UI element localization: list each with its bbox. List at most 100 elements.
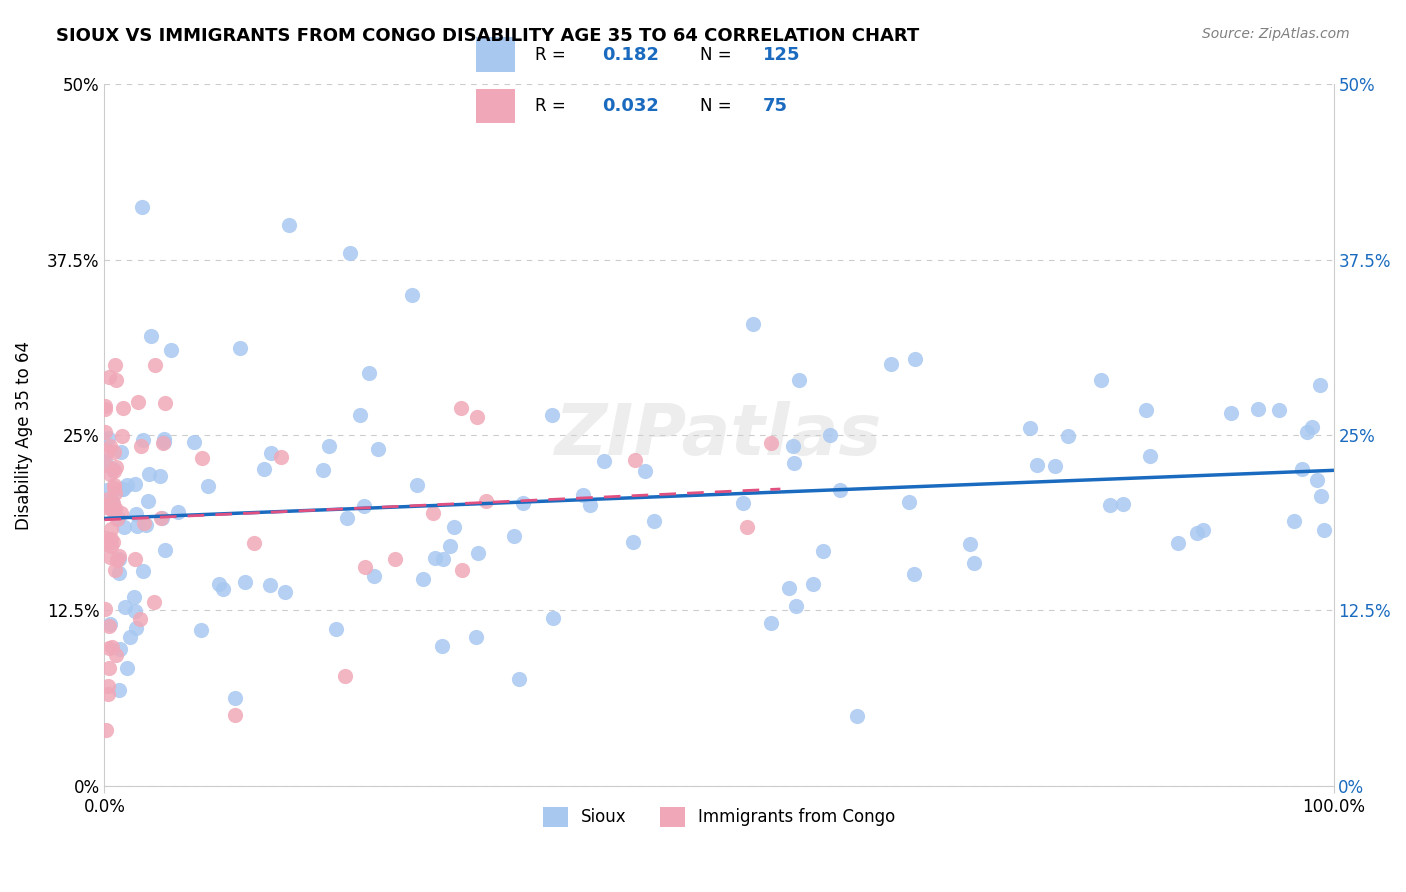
Point (592, 454, 614, 468)
Point (406, 478, 429, 492)
Point (108, 552, 131, 566)
Point (353, 499, 375, 513)
Point (759, 436, 782, 450)
Point (336, 511, 359, 525)
Point (1191, 524, 1213, 538)
Point (94, 723, 117, 737)
Point (152, 434, 174, 449)
Point (357, 366, 380, 380)
Point (97, 687, 120, 701)
Point (1135, 403, 1157, 417)
Point (129, 440, 152, 454)
Point (100, 540, 122, 554)
Point (97, 679, 120, 693)
Point (1057, 429, 1080, 443)
Point (253, 462, 276, 476)
Point (412, 572, 434, 586)
Point (384, 551, 406, 566)
Point (735, 520, 758, 534)
Point (143, 358, 166, 372)
Point (830, 483, 852, 498)
Point (98, 439, 121, 453)
Point (242, 536, 264, 550)
Point (349, 408, 371, 422)
Point (134, 516, 156, 531)
Point (111, 429, 134, 443)
Point (1019, 421, 1042, 435)
Point (98, 661, 121, 675)
Point (101, 500, 124, 515)
Point (142, 595, 165, 609)
Point (339, 245, 361, 260)
Point (132, 433, 155, 447)
Point (105, 460, 128, 475)
Point (789, 373, 811, 387)
Point (224, 690, 246, 705)
Point (208, 576, 231, 591)
Point (118, 630, 141, 644)
Point (107, 511, 129, 525)
Point (94, 602, 117, 616)
Point (621, 534, 644, 549)
Point (503, 529, 526, 543)
Point (572, 488, 595, 502)
Text: ZIPatlas: ZIPatlas (555, 401, 883, 469)
Y-axis label: Disability Age 35 to 64: Disability Age 35 to 64 (15, 341, 32, 530)
Point (128, 612, 150, 626)
Point (103, 503, 125, 517)
Point (1268, 403, 1291, 417)
Point (963, 557, 986, 571)
Point (131, 200, 153, 214)
Point (467, 546, 489, 560)
Point (904, 351, 927, 366)
Point (115, 478, 138, 492)
Point (541, 611, 564, 625)
Point (1291, 462, 1313, 476)
Point (153, 396, 176, 410)
Point (111, 482, 134, 496)
Point (475, 494, 498, 508)
Point (277, 218, 299, 232)
Text: R =: R = (534, 97, 571, 115)
Point (443, 520, 465, 534)
Point (103, 464, 125, 478)
Point (100, 533, 122, 547)
Point (103, 444, 125, 458)
Point (845, 708, 868, 723)
Point (782, 456, 804, 470)
Point (97, 641, 120, 656)
Point (94, 402, 117, 417)
Point (439, 539, 461, 553)
Point (541, 408, 564, 422)
Point (512, 496, 534, 510)
Point (94, 458, 117, 472)
Point (108, 566, 131, 581)
Point (104, 501, 127, 516)
Point (1312, 523, 1334, 537)
Point (1187, 526, 1209, 541)
Point (104, 486, 127, 500)
Text: 75: 75 (763, 97, 789, 115)
Point (105, 512, 128, 526)
Point (153, 433, 176, 447)
Point (1296, 425, 1319, 440)
Point (150, 510, 173, 524)
Text: N =: N = (700, 45, 737, 63)
Text: 0.032: 0.032 (602, 97, 658, 115)
Point (259, 578, 281, 592)
Point (96, 483, 118, 497)
Point (1098, 498, 1121, 512)
Point (741, 317, 763, 331)
Point (98, 616, 121, 631)
Point (132, 564, 155, 578)
Point (115, 661, 138, 675)
Point (150, 511, 173, 525)
Point (430, 639, 453, 653)
Point (959, 536, 981, 550)
Point (1220, 407, 1243, 421)
Point (731, 496, 754, 510)
Point (94, 535, 117, 549)
Point (98, 549, 121, 564)
Point (785, 599, 807, 613)
Point (1282, 514, 1305, 528)
